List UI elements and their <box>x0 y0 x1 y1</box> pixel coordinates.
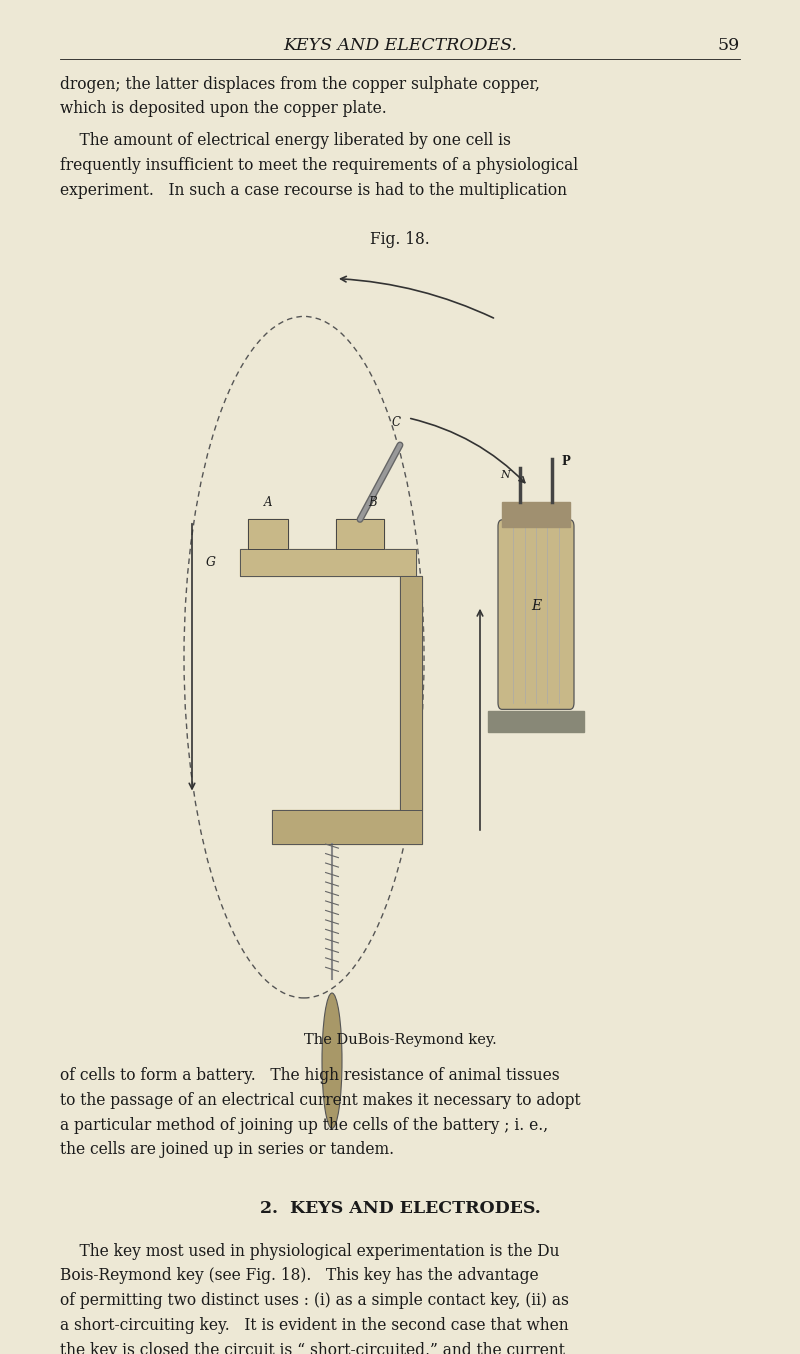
Text: The DuBois-Reymond key.: The DuBois-Reymond key. <box>304 1033 496 1047</box>
Text: KEYS AND ELECTRODES.: KEYS AND ELECTRODES. <box>283 37 517 54</box>
FancyBboxPatch shape <box>498 520 574 709</box>
Text: N: N <box>501 470 510 481</box>
FancyArrowPatch shape <box>190 524 194 789</box>
Text: A: A <box>264 496 272 509</box>
Polygon shape <box>272 810 422 844</box>
FancyArrowPatch shape <box>478 611 482 830</box>
Polygon shape <box>248 520 288 550</box>
Polygon shape <box>400 577 422 810</box>
Text: E: E <box>531 598 541 613</box>
Polygon shape <box>240 550 416 577</box>
Text: 2.  KEYS AND ELECTRODES.: 2. KEYS AND ELECTRODES. <box>260 1201 540 1217</box>
Polygon shape <box>488 711 584 731</box>
Text: C: C <box>391 416 401 429</box>
Text: drogen; the latter displaces from the copper sulphate copper,
which is deposited: drogen; the latter displaces from the co… <box>60 76 540 118</box>
Text: of cells to form a battery.   The high resistance of animal tissues
to the passa: of cells to form a battery. The high res… <box>60 1067 581 1159</box>
Text: The amount of electrical energy liberated by one cell is
frequently insufficient: The amount of electrical energy liberate… <box>60 133 578 199</box>
FancyArrowPatch shape <box>410 418 525 482</box>
Text: B: B <box>368 496 376 509</box>
Text: G: G <box>206 556 216 569</box>
Text: 59: 59 <box>718 37 740 54</box>
Polygon shape <box>336 520 384 550</box>
Text: The key most used in physiological experimentation is the Du
Bois-Reymond key (s: The key most used in physiological exper… <box>60 1243 569 1354</box>
FancyArrowPatch shape <box>341 276 494 318</box>
Polygon shape <box>502 502 570 527</box>
Text: P: P <box>562 455 570 468</box>
Text: Fig. 18.: Fig. 18. <box>370 232 430 248</box>
Ellipse shape <box>322 992 342 1128</box>
